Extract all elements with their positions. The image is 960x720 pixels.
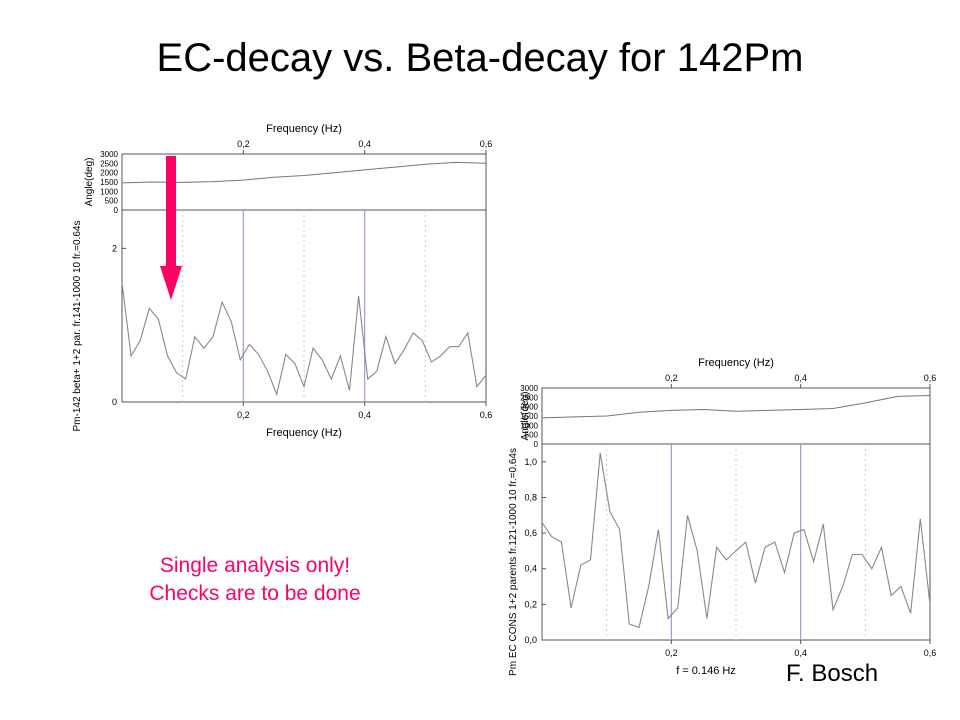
ec-top-tick-label: 0,4 xyxy=(794,373,807,383)
ec-upper-y-tick-label: 1500 xyxy=(520,412,538,421)
ec-top-tick-label: 0,2 xyxy=(665,373,678,383)
ec-upper-y-tick-label: 500 xyxy=(525,431,539,440)
beta-decay-plot: 0,2 0,2 0,4 0,4 0,6 0,6 3000 2500 2000 1500 1000 50… xyxy=(44,112,514,452)
beta-bottom-tick-label: 0,2 xyxy=(237,410,250,420)
beta-upper-y-tick-label: 1500 xyxy=(100,178,118,187)
beta-x-axis-label: Frequency (Hz) xyxy=(266,427,342,439)
ec-upper-y-tick-label: 0 xyxy=(534,440,539,449)
ec-decay-plot: 0,2 0,2 0,4 0,4 0,6 0,6 3000 2500 2000 1500 1000 50… xyxy=(490,352,942,684)
ec-x-axis-label: f = 0.146 Hz xyxy=(676,665,736,677)
beta-upper-y-tick-label: 0 xyxy=(114,206,119,215)
beta-y-tick-label: 0 xyxy=(112,397,117,407)
arrow-shaft xyxy=(166,156,176,268)
ec-y-tick-label: 0,2 xyxy=(524,599,537,609)
beta-upper-y-tick-label: 2000 xyxy=(100,169,118,178)
ec-upper-y-tick-label: 1000 xyxy=(520,421,538,430)
ec-bottom-tick-label: 0,4 xyxy=(794,648,807,658)
beta-upper-y-axis-label: Angle(deg) xyxy=(84,158,95,207)
ec-upper-y-tick-label: 2000 xyxy=(520,403,538,412)
ec-y-tick-label: 0,0 xyxy=(524,635,537,645)
arrow-head xyxy=(160,266,182,300)
analysis-note: Single analysis only! Checks are to be d… xyxy=(100,552,410,608)
ec-decay-plot-svg: 0,2 0,2 0,4 0,4 0,6 0,6 3000250020001500100050… xyxy=(508,357,937,677)
beta-top-tick-label: 0,4 xyxy=(358,139,371,149)
beta-phase-line xyxy=(121,161,487,184)
ec-upper-y-tick-label: 2500 xyxy=(520,393,538,402)
down-arrow-annotation xyxy=(160,156,182,300)
ec-y-tick-label: 0,4 xyxy=(524,564,537,574)
ec-top-tick-label: 0,6 xyxy=(924,373,937,383)
ec-upper-y-tick-label: 3000 xyxy=(520,384,538,393)
beta-bottom-tick-label: 0,6 xyxy=(480,410,493,420)
ec-bottom-tick-label: 0,6 xyxy=(924,648,937,658)
beta-decay-plot-svg: 0,2 0,2 0,4 0,4 0,6 0,6 3000250020001500100050… xyxy=(72,123,493,439)
beta-spectrum-line xyxy=(121,282,487,397)
beta-upper-y-tick-label: 3000 xyxy=(100,150,118,159)
beta-upper-y-tick-label: 1000 xyxy=(100,187,118,196)
slide-title: EC-decay vs. Beta-decay for 142Pm xyxy=(156,36,804,80)
ec-y-axis-label: Pm EC CONS 1+2 parents fr.121-1000 10 fr… xyxy=(508,448,519,676)
ec-y-tick-label: 0,8 xyxy=(524,492,537,502)
ec-top-axis-label: Frequency (Hz) xyxy=(698,357,774,369)
ec-bottom-tick-label: 0,2 xyxy=(665,648,678,658)
beta-upper-y-tick-label: 500 xyxy=(105,197,119,206)
ec-upper-y-axis-label: Angle(deg) xyxy=(520,392,531,441)
beta-top-tick-label: 0,6 xyxy=(480,139,493,149)
analysis-note-line-2: Checks are to be done xyxy=(149,582,361,605)
ec-spectrum-line xyxy=(541,452,931,629)
beta-y-tick-label: 2 xyxy=(112,243,117,253)
beta-bottom-tick-label: 0,4 xyxy=(358,410,371,420)
ec-y-tick-label: 1,0 xyxy=(524,457,537,467)
beta-top-axis-label: Frequency (Hz) xyxy=(266,123,342,135)
beta-y-axis-label: Pm-142 beta+ 1+2 par. fr.141-1000 10 fr.… xyxy=(72,221,83,432)
ec-phase-line xyxy=(541,395,931,419)
beta-top-tick-label: 0,2 xyxy=(237,139,250,149)
ec-y-tick-label: 0,6 xyxy=(524,528,537,538)
author-credit: F. Bosch xyxy=(786,660,879,687)
analysis-note-line-1: Single analysis only! xyxy=(159,554,351,577)
beta-upper-y-tick-label: 2500 xyxy=(100,159,118,168)
